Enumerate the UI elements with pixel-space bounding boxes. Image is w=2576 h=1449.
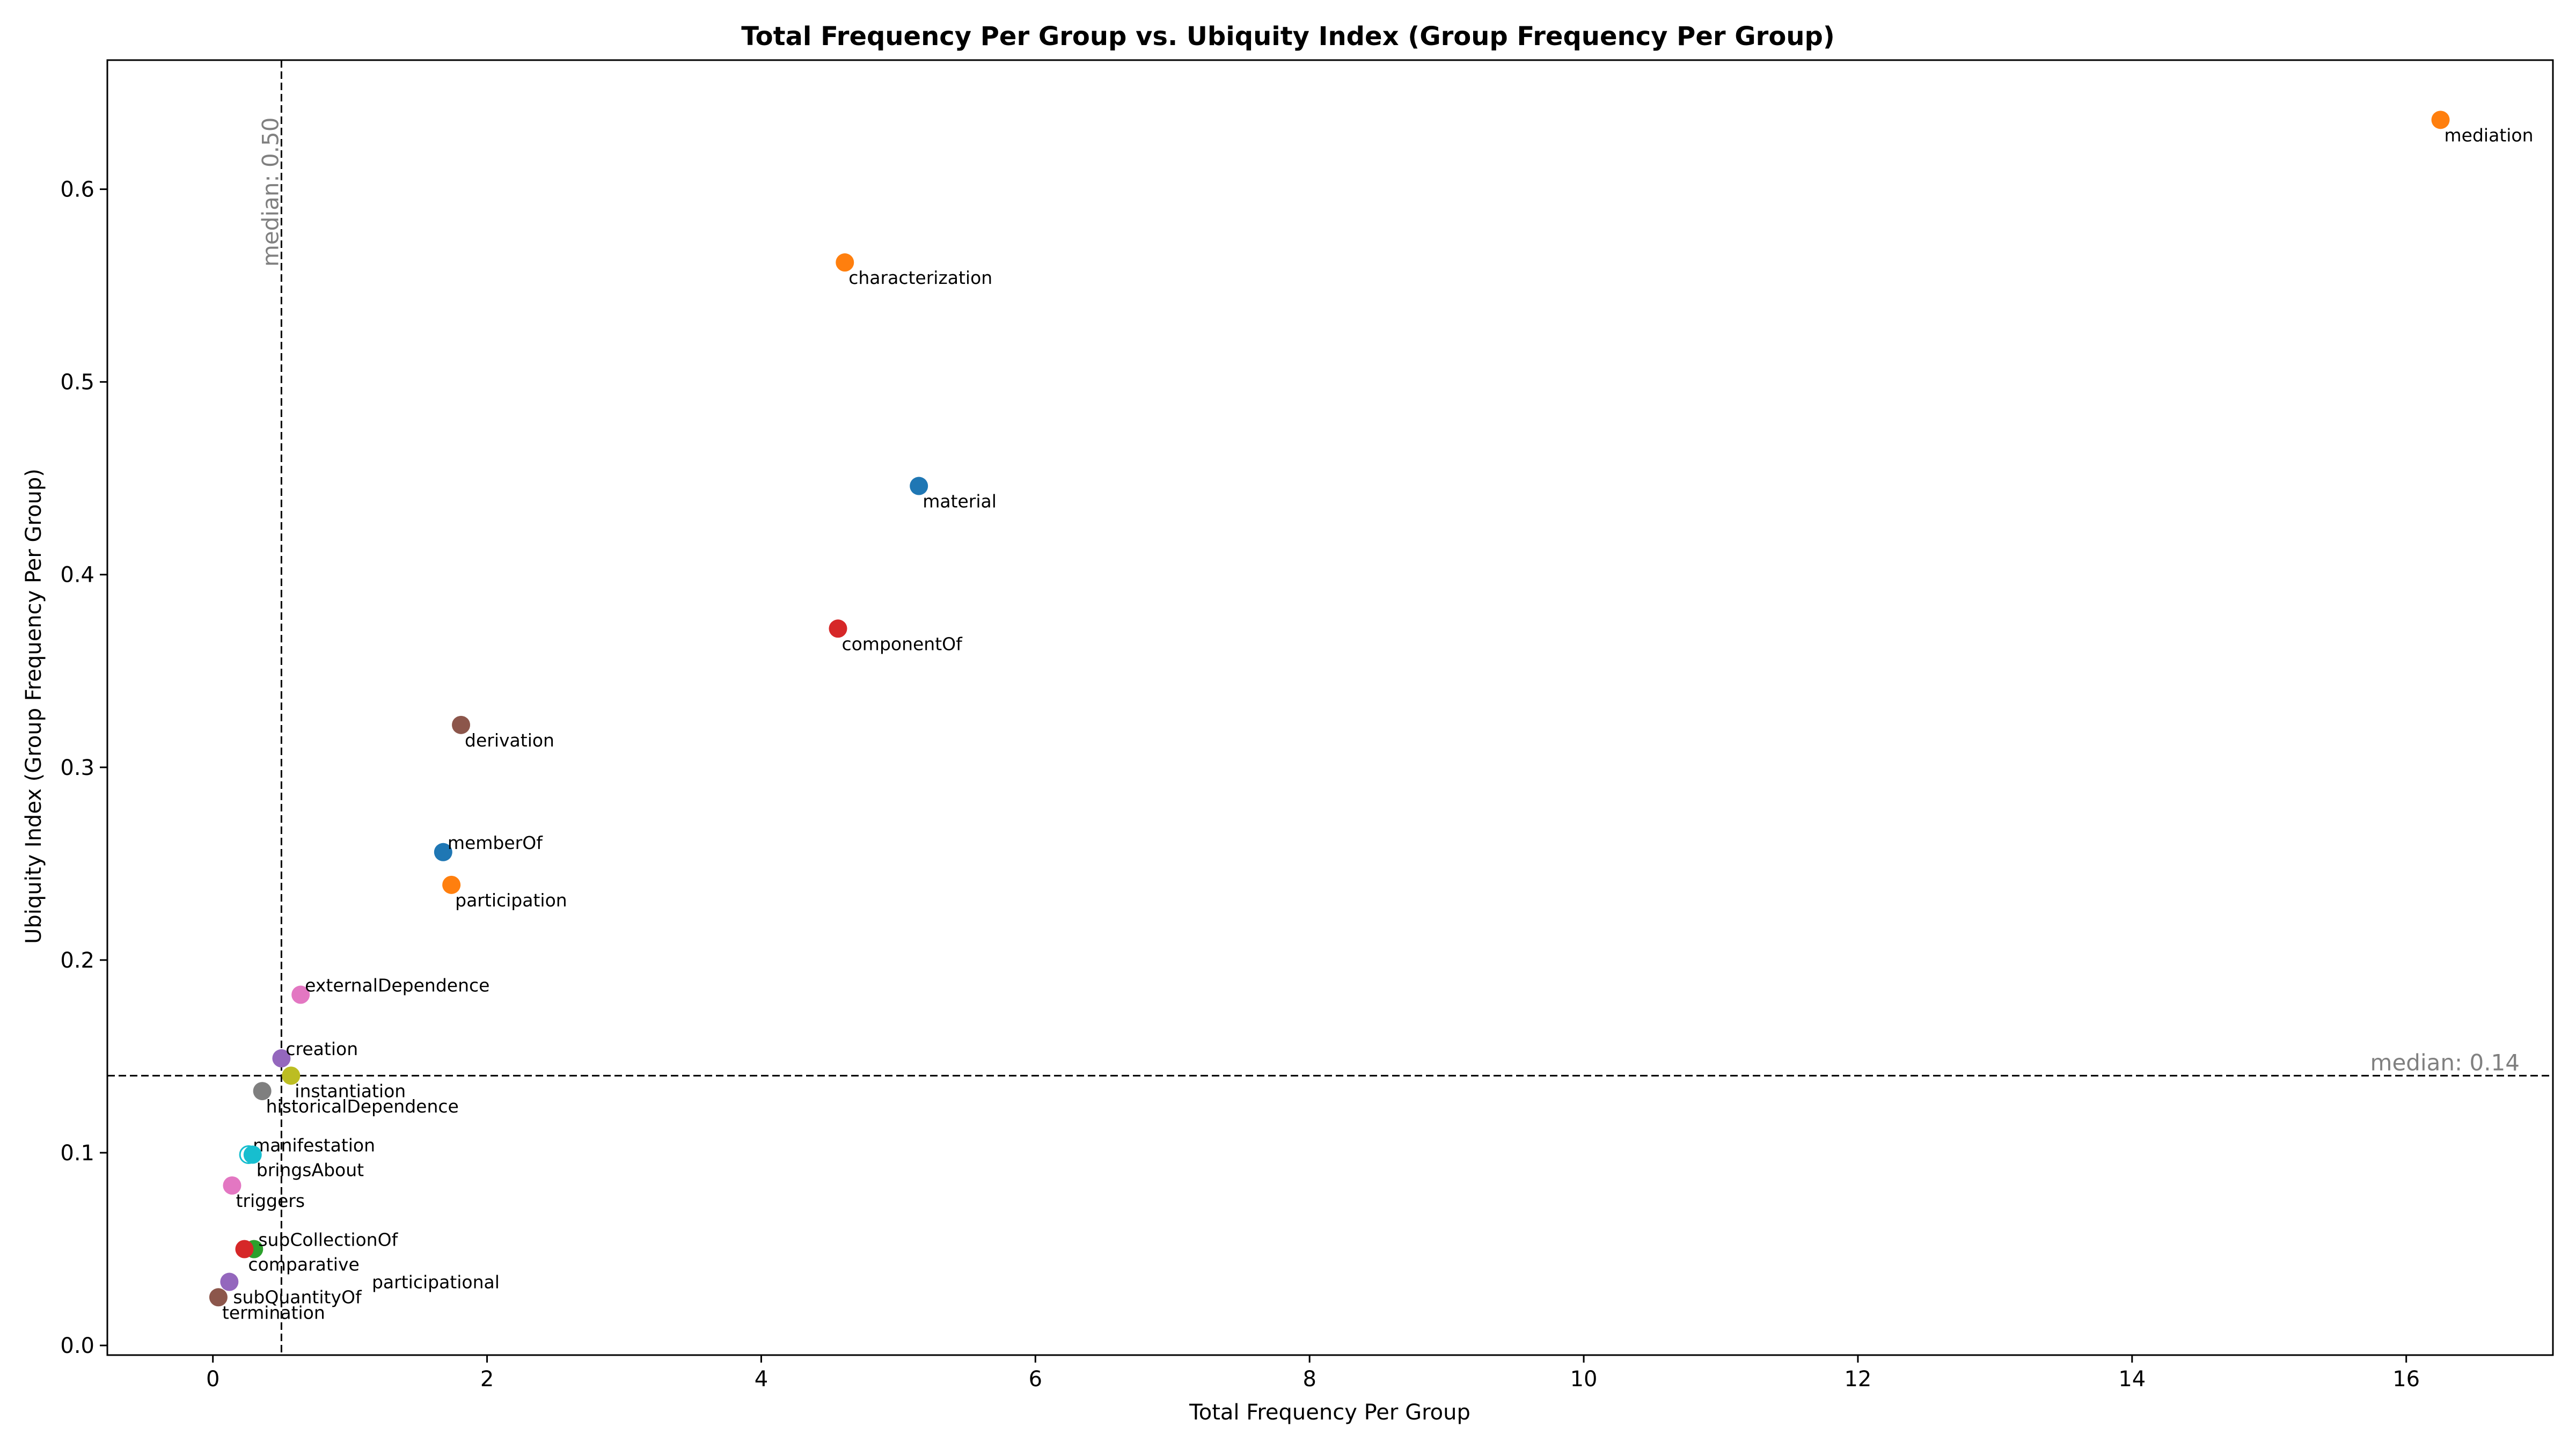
y-tick-label: 0.1 (60, 1141, 94, 1166)
data-point (272, 1049, 291, 1068)
x-tick-label: 4 (755, 1367, 768, 1392)
data-point (223, 1176, 241, 1195)
point-label: characterization (848, 267, 992, 288)
y-tick-label: 0.5 (60, 370, 94, 395)
y-axis-label: Ubiquity Index (Group Frequency Per Grou… (21, 469, 46, 944)
plot-frame (106, 59, 2554, 1356)
y-tick-label: 0.3 (60, 756, 94, 780)
point-label: material (923, 491, 997, 512)
x-axis-label: Total Frequency Per Group (1189, 1400, 1470, 1425)
data-point (220, 1272, 239, 1291)
point-label: termination (222, 1302, 325, 1323)
data-point (243, 1145, 262, 1164)
data-point (291, 985, 310, 1004)
point-label: creation (286, 1038, 358, 1059)
point-label: instantiation (295, 1080, 406, 1101)
point-label: subQuantityOf (233, 1287, 362, 1308)
x-tick-label: 12 (1844, 1367, 1871, 1392)
y-tick-label: 0.2 (60, 948, 94, 973)
x-tick-label: 8 (1302, 1367, 1316, 1392)
point-label: mediation (2445, 125, 2534, 145)
point-label: manifestation (253, 1135, 375, 1156)
point-label: participational (372, 1272, 500, 1293)
plot-area: 0 2 4 6 8 10 12 14 16 0.0 0.1 0.2 0.3 0.4 0.5 0.6 median… (60, 59, 2554, 1392)
y-tick-label: 0.6 (60, 178, 94, 202)
point-label: componentOf (841, 633, 963, 654)
x-tick-label: 0 (206, 1367, 219, 1392)
x-tick-label: 6 (1029, 1367, 1042, 1392)
point-label: historicalDependence (266, 1096, 459, 1117)
x-tick-label: 16 (2392, 1367, 2420, 1392)
median-x-label: median: 0.50 (257, 118, 283, 267)
data-point (910, 477, 928, 495)
chart-title: Total Frequency Per Group vs. Ubiquity I… (741, 21, 1835, 52)
data-point (209, 1288, 228, 1307)
y-tick-label: 0.0 (60, 1334, 94, 1358)
x-tick-label: 14 (2118, 1367, 2146, 1392)
data-point (2431, 111, 2450, 129)
median-y-label: median: 0.14 (2370, 1049, 2520, 1075)
data-point (434, 843, 452, 861)
point-label: comparative (248, 1254, 359, 1275)
data-point (442, 875, 461, 894)
point-label: derivation (465, 730, 554, 751)
x-tick-label: 2 (480, 1367, 494, 1392)
data-point (282, 1066, 301, 1085)
point-label: subCollectionOf (258, 1230, 398, 1250)
data-point (836, 253, 854, 272)
x-tick-label: 10 (1570, 1367, 1598, 1392)
y-tick-label: 0.4 (60, 563, 94, 588)
point-label: participation (455, 890, 567, 911)
point-label: bringsAbout (257, 1160, 364, 1181)
point-label: memberOf (448, 832, 543, 853)
data-point (829, 619, 847, 638)
data-point (235, 1240, 254, 1258)
point-label: triggers (236, 1190, 305, 1211)
data-point (253, 1082, 272, 1101)
data-point (452, 715, 471, 734)
point-label: externalDependence (305, 975, 489, 996)
